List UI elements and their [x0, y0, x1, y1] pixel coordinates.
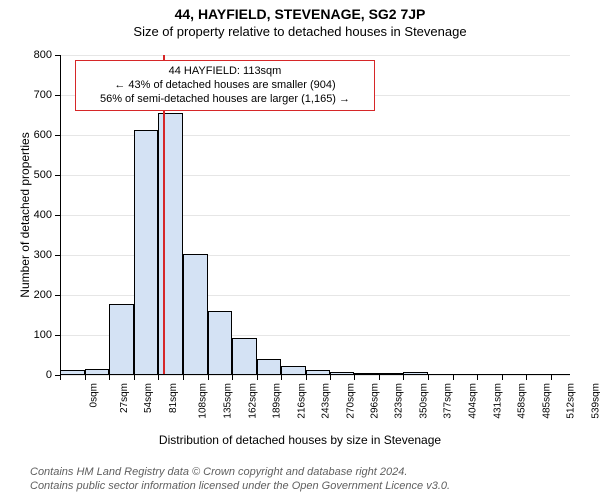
x-tick-label: 458sqm [517, 383, 528, 419]
histogram-bar [183, 254, 208, 375]
y-tick-mark [55, 55, 60, 56]
y-tick-mark [55, 215, 60, 216]
y-tick-label: 600 [20, 129, 52, 141]
callout-line: 56% of semi-detached houses are larger (… [80, 93, 370, 107]
gridline [60, 375, 570, 376]
x-tick-mark [257, 375, 258, 380]
x-tick-mark [281, 375, 282, 380]
y-tick-mark [55, 255, 60, 256]
x-tick-label: 54sqm [143, 383, 154, 413]
x-axis [60, 374, 570, 375]
x-tick-mark [502, 375, 503, 380]
gridline [60, 55, 570, 56]
histogram-bar [109, 304, 134, 375]
y-tick-mark [55, 95, 60, 96]
x-tick-mark [232, 375, 233, 380]
y-tick-label: 800 [20, 49, 52, 61]
x-tick-mark [158, 375, 159, 380]
x-tick-mark [354, 375, 355, 380]
histogram-bar [134, 130, 159, 375]
y-tick-mark [55, 335, 60, 336]
y-tick-label: 0 [20, 369, 52, 381]
page-title: 44, HAYFIELD, STEVENAGE, SG2 7JP [0, 6, 600, 22]
histogram-bar [257, 359, 282, 375]
x-tick-mark [379, 375, 380, 380]
x-tick-mark [403, 375, 404, 380]
y-tick-label: 700 [20, 89, 52, 101]
x-tick-label: 162sqm [247, 383, 258, 419]
x-tick-label: 296sqm [369, 383, 380, 419]
y-axis [60, 55, 61, 375]
x-tick-mark [551, 375, 552, 380]
x-tick-mark [60, 375, 61, 380]
y-tick-mark [55, 175, 60, 176]
histogram-bar [208, 311, 233, 375]
y-tick-label: 300 [20, 249, 52, 261]
callout-box: 44 HAYFIELD: 113sqm ← 43% of detached ho… [75, 60, 375, 111]
x-tick-mark [208, 375, 209, 380]
y-tick-label: 400 [20, 209, 52, 221]
x-tick-label: 404sqm [468, 383, 479, 419]
x-tick-label: 216sqm [296, 383, 307, 419]
x-tick-mark [85, 375, 86, 380]
y-tick-mark [55, 135, 60, 136]
y-tick-label: 500 [20, 169, 52, 181]
x-tick-label: 323sqm [394, 383, 405, 419]
y-tick-label: 200 [20, 289, 52, 301]
x-tick-label: 135sqm [223, 383, 234, 419]
x-tick-label: 539sqm [590, 383, 600, 419]
x-tick-label: 189sqm [272, 383, 283, 419]
footer-line-2: Contains public sector information licen… [30, 480, 450, 492]
x-tick-label: 243sqm [321, 383, 332, 419]
y-tick-label: 100 [20, 329, 52, 341]
x-tick-label: 270sqm [345, 383, 356, 419]
y-tick-mark [55, 295, 60, 296]
callout-line: ← 43% of detached houses are smaller (90… [80, 79, 370, 93]
x-tick-label: 350sqm [418, 383, 429, 419]
callout-line: 44 HAYFIELD: 113sqm [80, 65, 370, 79]
x-tick-mark [330, 375, 331, 380]
x-tick-mark [183, 375, 184, 380]
x-tick-mark [453, 375, 454, 380]
x-tick-mark [109, 375, 110, 380]
page-subtitle: Size of property relative to detached ho… [0, 24, 600, 39]
x-tick-label: 108sqm [198, 383, 209, 419]
x-tick-label: 27sqm [119, 383, 130, 413]
x-tick-mark [477, 375, 478, 380]
x-tick-label: 0sqm [88, 383, 99, 407]
x-tick-label: 377sqm [443, 383, 454, 419]
histogram-bar [232, 338, 257, 375]
x-tick-label: 485sqm [541, 383, 552, 419]
x-tick-mark [134, 375, 135, 380]
x-tick-mark [428, 375, 429, 380]
x-tick-mark [306, 375, 307, 380]
x-tick-mark [526, 375, 527, 380]
x-tick-label: 81sqm [168, 383, 179, 413]
x-tick-label: 512sqm [566, 383, 577, 419]
footer-line-1: Contains HM Land Registry data © Crown c… [30, 466, 407, 478]
x-tick-label: 431sqm [492, 383, 503, 419]
x-axis-label: Distribution of detached houses by size … [0, 433, 600, 447]
